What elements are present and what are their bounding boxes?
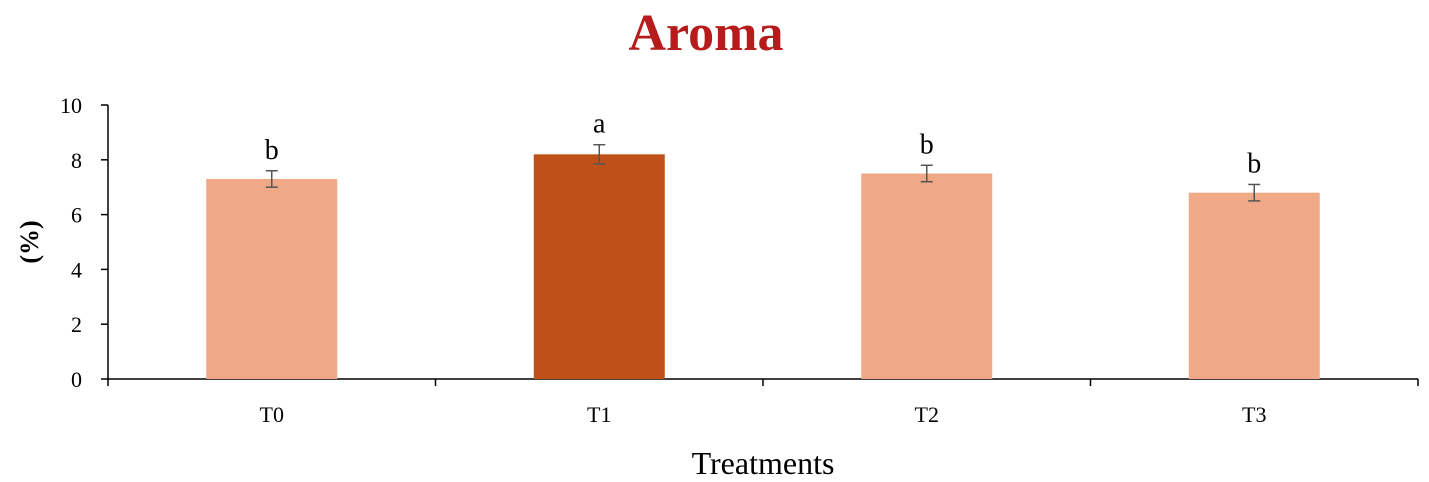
significance-letter: a (593, 109, 606, 140)
significance-letter: b (1247, 148, 1261, 179)
bar-T1 (533, 154, 665, 379)
y-axis-label: (%) (15, 220, 44, 263)
x-tick-label: T2 (915, 402, 939, 427)
chart-title: Aroma (628, 5, 783, 62)
bar-T3 (1188, 192, 1320, 379)
bar-T0 (206, 178, 338, 379)
significance-letter: b (920, 129, 934, 160)
x-tick-label: T0 (260, 402, 284, 427)
x-tick-label: T3 (1242, 402, 1266, 427)
x-tick-label: T1 (587, 402, 611, 427)
y-tick-label: 0 (71, 367, 82, 392)
significance-letter: b (265, 135, 279, 166)
x-axis-label: Treatments (692, 445, 835, 481)
y-tick-label: 8 (71, 148, 82, 173)
plot-area: 0 2 4 6 8 10 b T0 a T1 b T2 b T3 (60, 93, 1419, 427)
y-tick-label: 10 (60, 93, 82, 118)
y-tick-label: 2 (71, 312, 82, 337)
y-tick-label: 6 (71, 203, 82, 228)
bar-T2 (861, 173, 993, 379)
y-tick-label: 4 (71, 257, 82, 282)
